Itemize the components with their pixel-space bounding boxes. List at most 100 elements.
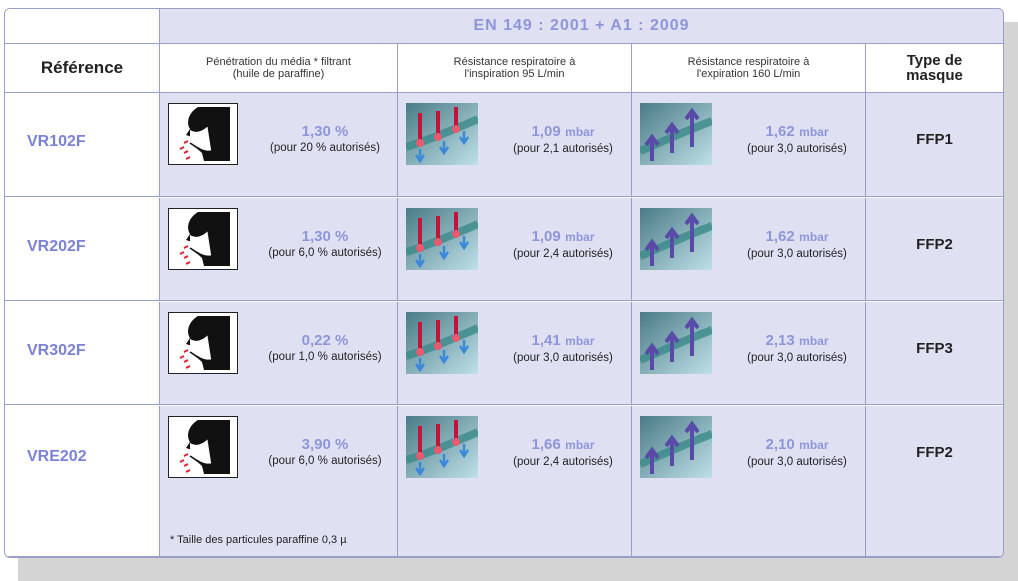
reference-name: VR302F (27, 342, 86, 359)
penetration-cell: 1,30 % (pour 20 % autorisés) (160, 93, 398, 197)
table-row: VR202F 1,30 % (pour 6,0 % autorisés) 1,0… (5, 198, 1003, 301)
inspiration-cell: 1,41 mbar (pour 3,0 autorisés) (398, 302, 632, 405)
expiration-note: (pour 3,0 autorisés) (747, 143, 847, 155)
reference-name: VR202F (27, 238, 86, 255)
expiration-note: (pour 3,0 autorisés) (747, 352, 847, 364)
reference-cell: VR302F (5, 302, 160, 405)
reference-name: VRE202 (27, 448, 87, 465)
inspiration-note: (pour 2,1 autorisés) (513, 143, 613, 155)
penetration-number: 0,22 % (301, 332, 349, 349)
reference-cell: VRE202 (5, 406, 160, 557)
expiration-unit: mbar (799, 438, 829, 452)
penetration-cell: 3,90 % (pour 6,0 % autorisés) * Taille d… (160, 406, 398, 557)
penetration-note: (pour 6,0 % autorisés) (268, 455, 382, 467)
inspiration-number: 1,66 (531, 436, 561, 453)
table-row: VR102F 1,30 % (pour 20 % autorisés) 1,09… (5, 93, 1003, 197)
inspiration-value: 1,66 mbar (pour 2,4 autorisés) (498, 436, 628, 468)
inspiration-value: 1,09 mbar (pour 2,1 autorisés) (498, 123, 628, 155)
face-mask-icon (168, 416, 240, 478)
expiration-cell: 2,10 mbar (pour 3,0 autorisés) (632, 406, 866, 557)
inhale-arrows-icon (404, 103, 480, 165)
inhale-arrows-icon (404, 312, 480, 374)
header-blank (5, 9, 160, 44)
reference-cell: VR202F (5, 198, 160, 301)
inspiration-number: 1,41 (531, 332, 561, 349)
inspiration-value: 1,09 mbar (pour 2,4 autorisés) (498, 228, 628, 260)
expiration-number: 2,10 (765, 436, 795, 453)
penetration-note: (pour 6,0 % autorisés) (268, 247, 382, 259)
inspiration-unit: mbar (565, 230, 595, 244)
expiration-note: (pour 3,0 autorisés) (747, 248, 847, 260)
penetration-value: 0,22 % (pour 1,0 % autorisés) (260, 332, 390, 363)
inspiration-number: 1,09 (531, 228, 561, 245)
spec-table: EN 149 : 2001 + A1 : 2009 Référence Péné… (4, 8, 1004, 558)
inhale-arrows-icon (404, 208, 480, 270)
header-reference: Référence (5, 44, 160, 93)
expiration-number: 1,62 (765, 123, 795, 140)
mask-type: FFP2 (916, 444, 953, 461)
inspiration-note: (pour 2,4 autorisés) (513, 456, 613, 468)
mask-type: FFP1 (916, 131, 953, 148)
header-expiration-label: Résistance respiratoire à l'expiration 1… (687, 56, 810, 80)
header-expiration: Résistance respiratoire à l'expiration 1… (632, 44, 866, 93)
header-inspiration: Résistance respiratoire à l'inspiration … (398, 44, 632, 93)
inspiration-unit: mbar (565, 125, 595, 139)
penetration-number: 1,30 % (301, 228, 349, 245)
header-inspiration-label: Résistance respiratoire à l'inspiration … (453, 56, 576, 80)
penetration-note: (pour 1,0 % autorisés) (268, 351, 382, 363)
inspiration-unit: mbar (565, 438, 595, 452)
footnote: * Taille des particules paraffine 0,3 µ (170, 534, 347, 546)
inspiration-cell: 1,09 mbar (pour 2,4 autorisés) (398, 198, 632, 301)
penetration-note: (pour 20 % autorisés) (270, 142, 380, 154)
face-mask-icon (168, 208, 240, 270)
expiration-unit: mbar (799, 230, 829, 244)
inspiration-note: (pour 3,0 autorisés) (513, 352, 613, 364)
penetration-number: 3,90 % (301, 436, 349, 453)
exhale-arrows-icon (638, 208, 714, 270)
header-type: Type de masque (866, 44, 1003, 93)
inspiration-value: 1,41 mbar (pour 3,0 autorisés) (498, 332, 628, 364)
expiration-value: 2,13 mbar (pour 3,0 autorisés) (732, 332, 862, 364)
type-cell: FFP2 (866, 406, 1003, 557)
penetration-value: 1,30 % (pour 6,0 % autorisés) (260, 228, 390, 259)
exhale-arrows-icon (638, 312, 714, 374)
expiration-note: (pour 3,0 autorisés) (747, 456, 847, 468)
penetration-cell: 0,22 % (pour 1,0 % autorisés) (160, 302, 398, 405)
expiration-value: 1,62 mbar (pour 3,0 autorisés) (732, 228, 862, 260)
header-penetration-label: Pénétration du média * filtrant (huile d… (206, 56, 351, 80)
exhale-arrows-icon (638, 103, 714, 165)
face-mask-icon (168, 312, 240, 374)
exhale-arrows-icon (638, 416, 714, 478)
header-penetration: Pénétration du média * filtrant (huile d… (160, 44, 398, 93)
type-cell: FFP2 (866, 198, 1003, 301)
inhale-arrows-icon (404, 416, 480, 478)
expiration-cell: 1,62 mbar (pour 3,0 autorisés) (632, 198, 866, 301)
expiration-value: 2,10 mbar (pour 3,0 autorisés) (732, 436, 862, 468)
expiration-cell: 1,62 mbar (pour 3,0 autorisés) (632, 93, 866, 197)
inspiration-unit: mbar (565, 334, 595, 348)
standard-title: EN 149 : 2001 + A1 : 2009 (160, 9, 1003, 44)
expiration-unit: mbar (799, 334, 829, 348)
mask-type: FFP3 (916, 340, 953, 357)
face-mask-icon (168, 103, 240, 165)
table-row: VRE202 3,90 % (pour 6,0 % autorisés) * T… (5, 406, 1003, 557)
penetration-value: 1,30 % (pour 20 % autorisés) (260, 123, 390, 154)
expiration-unit: mbar (799, 125, 829, 139)
inspiration-cell: 1,66 mbar (pour 2,4 autorisés) (398, 406, 632, 557)
inspiration-number: 1,09 (531, 123, 561, 140)
header-type-label: Type de masque (906, 52, 963, 84)
type-cell: FFP3 (866, 302, 1003, 405)
expiration-cell: 2,13 mbar (pour 3,0 autorisés) (632, 302, 866, 405)
mask-type: FFP2 (916, 236, 953, 253)
expiration-number: 2,13 (765, 332, 795, 349)
reference-cell: VR102F (5, 93, 160, 197)
table-row: VR302F 0,22 % (pour 1,0 % autorisés) 1,4… (5, 302, 1003, 405)
expiration-number: 1,62 (765, 228, 795, 245)
expiration-value: 1,62 mbar (pour 3,0 autorisés) (732, 123, 862, 155)
inspiration-cell: 1,09 mbar (pour 2,1 autorisés) (398, 93, 632, 197)
penetration-value: 3,90 % (pour 6,0 % autorisés) (260, 436, 390, 467)
penetration-number: 1,30 % (301, 123, 349, 140)
inspiration-note: (pour 2,4 autorisés) (513, 248, 613, 260)
penetration-cell: 1,30 % (pour 6,0 % autorisés) (160, 198, 398, 301)
type-cell: FFP1 (866, 93, 1003, 197)
